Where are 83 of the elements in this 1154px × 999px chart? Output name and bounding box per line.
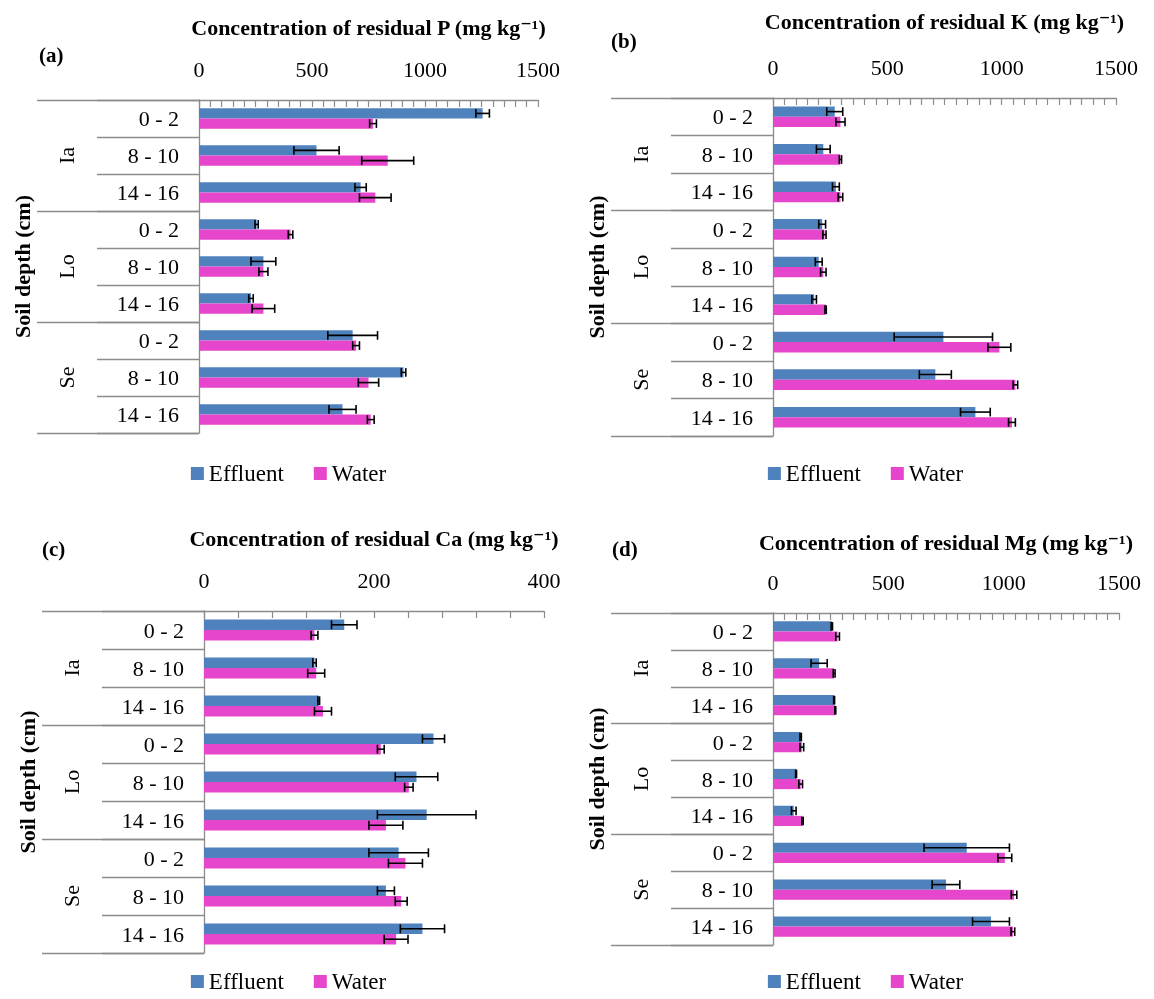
y-tick-label: 0 - 2	[712, 840, 753, 866]
legend-label: Water	[331, 461, 387, 486]
y-tick-label: 14 - 16	[116, 402, 179, 427]
chart-title: (a)	[39, 42, 64, 67]
y-tick-label: 14 - 16	[690, 914, 753, 940]
y-tick-label: 0 - 2	[143, 731, 184, 757]
legend-label: Effluent	[785, 461, 862, 486]
chart-title: (c)	[42, 536, 66, 561]
y-tick-label: 0 - 2	[712, 729, 753, 755]
y-tick-label: 14 - 16	[690, 179, 753, 205]
x-tick-label: 1000	[981, 569, 1026, 595]
y-tick-label: 14 - 16	[116, 291, 179, 316]
x-tick-label: 1500	[516, 56, 560, 82]
text: Se	[58, 885, 84, 907]
y-tick-label: 8 - 10	[132, 769, 184, 795]
y-axis-title: Soil depth (cm)	[583, 707, 609, 851]
y-tick-label: 14 - 16	[121, 921, 184, 947]
text: Ia	[627, 145, 653, 163]
y-tick-label: 0 - 2	[138, 106, 179, 131]
chart-title: (b)	[611, 28, 637, 53]
x-axis-title: Concentration of residual P (mg kg⁻¹)	[191, 14, 546, 40]
text: Lo	[53, 254, 79, 279]
y-tick-label: 14 - 16	[116, 180, 179, 205]
x-tick-label: 0	[198, 567, 210, 593]
y-tick-label: 8 - 10	[701, 254, 753, 280]
x-axis-title: Concentration of residual K (mg kg⁻¹)	[764, 8, 1125, 34]
x-tick-label: 200	[357, 567, 391, 593]
text: Lo	[627, 254, 653, 280]
text: Ia	[58, 659, 84, 677]
x-tick-label: 0	[767, 569, 779, 595]
y-tick-label: 0 - 2	[138, 217, 179, 242]
y-tick-label: 0 - 2	[712, 329, 753, 355]
chart-title: (d)	[612, 536, 638, 561]
y-axis-title: Soil depth (cm)	[583, 195, 609, 339]
y-tick-label: 0 - 2	[712, 618, 753, 644]
legend-label: Water	[331, 969, 387, 994]
y-tick-label: 14 - 16	[121, 807, 184, 833]
x-axis-title: Concentration of residual Ca (mg kg⁻¹)	[189, 525, 559, 551]
y-tick-label: 14 - 16	[690, 803, 753, 829]
x-tick-label: 1500	[1094, 54, 1138, 80]
y-tick-label: 8 - 10	[701, 655, 753, 681]
legend-label: Water	[908, 461, 964, 486]
text: Se	[53, 366, 79, 389]
y-tick-label: 0 - 2	[712, 104, 753, 130]
y-tick-label: 0 - 2	[143, 617, 184, 643]
y-tick-label: 8 - 10	[701, 877, 753, 903]
x-axis-title: Concentration of residual Mg (mg kg⁻¹)	[758, 529, 1134, 555]
x-tick-label: 0	[767, 54, 779, 80]
y-tick-label: 0 - 2	[138, 328, 179, 353]
x-tick-label: 0	[193, 56, 205, 82]
y-tick-label: 8 - 10	[701, 766, 753, 792]
y-tick-label: 0 - 2	[143, 845, 184, 871]
y-tick-label: 8 - 10	[132, 883, 184, 909]
y-tick-label: 8 - 10	[127, 254, 179, 279]
text: Lo	[58, 769, 84, 795]
y-tick-label: 8 - 10	[701, 141, 753, 167]
text: Se	[627, 368, 653, 391]
x-tick-label: 1500	[1097, 569, 1141, 595]
y-tick-label: 8 - 10	[701, 367, 753, 393]
legend-label: Effluent	[208, 969, 285, 994]
y-tick-label: 0 - 2	[712, 216, 753, 242]
y-axis-title: Soil depth (cm)	[9, 195, 35, 338]
y-tick-label: 14 - 16	[690, 292, 753, 318]
x-tick-label: 1000	[979, 54, 1024, 80]
legend-label: Water	[908, 969, 964, 994]
x-tick-label: 500	[871, 569, 905, 595]
legend-label: Effluent	[785, 969, 862, 994]
y-tick-label: 14 - 16	[690, 404, 753, 430]
y-axis-title: Soil depth (cm)	[14, 710, 40, 854]
text: Ia	[627, 659, 653, 677]
x-tick-label: 500	[295, 56, 329, 82]
x-tick-label: 400	[527, 567, 561, 593]
y-tick-label: 14 - 16	[121, 693, 184, 719]
text: Lo	[627, 766, 653, 792]
y-tick-label: 8 - 10	[127, 143, 179, 168]
y-tick-label: 14 - 16	[690, 692, 753, 718]
x-tick-label: 1000	[403, 56, 447, 82]
text: Se	[627, 878, 653, 901]
y-tick-label: 8 - 10	[132, 655, 184, 681]
legend-label: Effluent	[208, 461, 285, 486]
text: Ia	[53, 146, 79, 165]
x-tick-label: 500	[870, 54, 904, 80]
y-tick-label: 8 - 10	[127, 365, 179, 390]
